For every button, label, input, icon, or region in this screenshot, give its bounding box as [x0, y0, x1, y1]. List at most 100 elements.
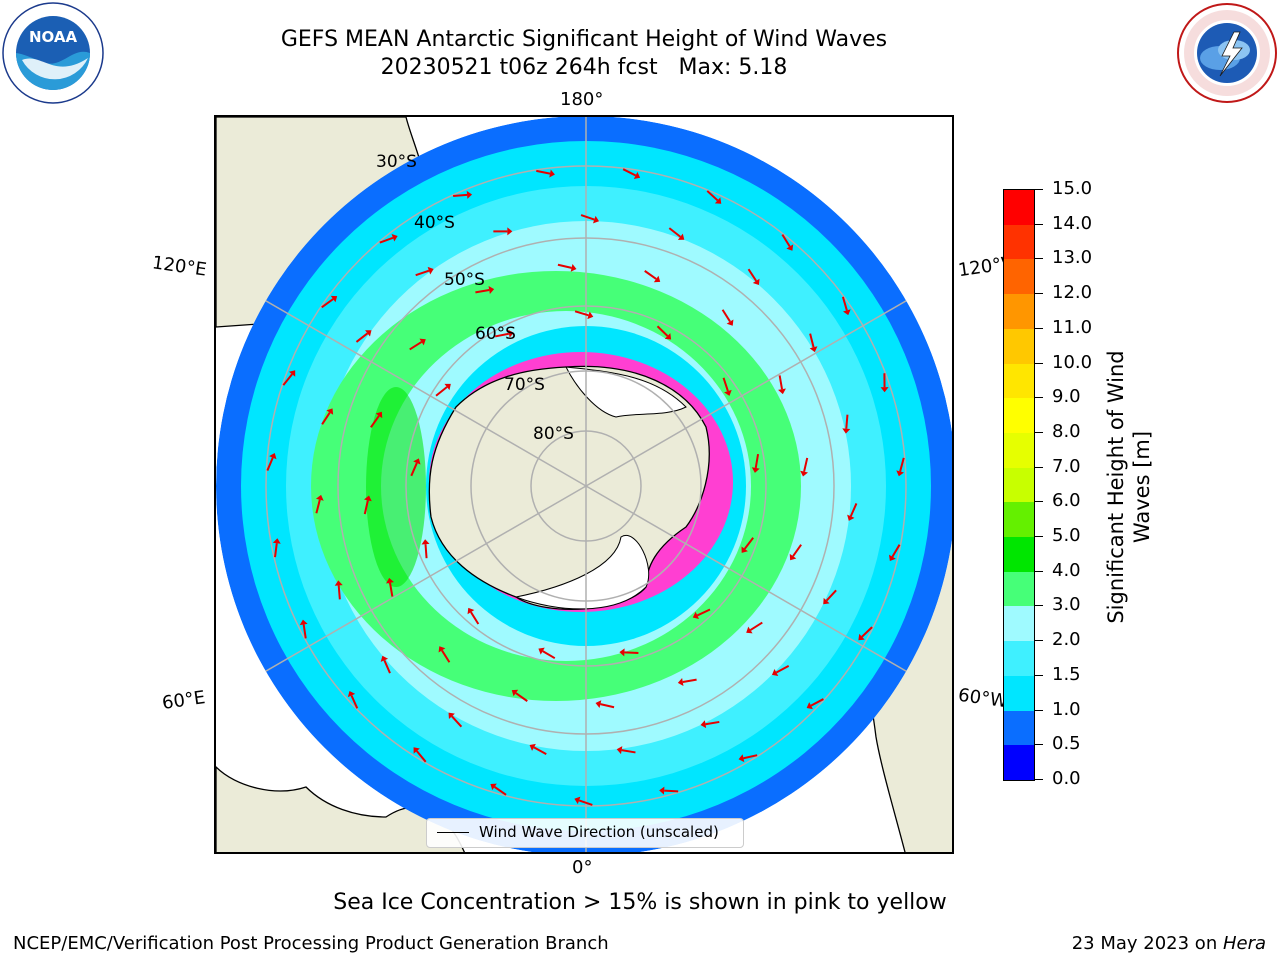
wave-arrow-head	[549, 169, 555, 178]
wave-arrow	[682, 678, 697, 683]
wave-arrow	[696, 608, 711, 617]
wave-arrow	[578, 799, 593, 806]
lat-label-80s: 80°S	[533, 424, 574, 444]
colorbar-tick-mark	[1035, 709, 1043, 711]
wave-arrow-head	[714, 197, 722, 204]
wave-arrow-head	[789, 553, 797, 561]
colorbar-tick-mark	[1035, 223, 1043, 225]
wave-arrow-head	[375, 411, 383, 419]
wave-arrow	[415, 750, 427, 763]
colorbar-segment	[1004, 467, 1034, 503]
wave-arrow	[721, 309, 731, 323]
footer-date: 23 May 2023 on Hera	[1072, 933, 1266, 954]
wave-arrow	[424, 544, 428, 559]
lat-label-30s: 30°S	[376, 152, 417, 172]
wave-arrow-head	[413, 458, 421, 465]
wave-arrow-head	[269, 453, 277, 460]
wave-arrow	[845, 414, 849, 429]
wave-arrow	[321, 298, 334, 309]
wave-arrow	[533, 746, 547, 755]
wave-arrow-head	[809, 346, 818, 353]
wave-arrow-head	[570, 263, 577, 272]
colorbar-title-line2: Waves [m]	[1130, 430, 1154, 544]
wave-arrow-head	[847, 514, 855, 521]
wave-arrow-head	[806, 702, 813, 710]
wave-arrow-head	[444, 383, 451, 391]
colorbar-segment	[1004, 224, 1034, 260]
noaa-logo-text: NOAA	[29, 28, 78, 46]
wave-arrow-head	[427, 266, 434, 275]
colorbar-tick-mark	[1035, 327, 1043, 329]
wave-arrow	[809, 333, 815, 348]
colorbar-segment	[1004, 190, 1034, 225]
wave-arrow-head	[380, 655, 389, 662]
wave-arrow-head	[438, 646, 446, 653]
lon-label-0: 0°	[572, 857, 593, 878]
colorbar-segment	[1004, 398, 1034, 433]
wave-arrow	[743, 754, 758, 760]
footer-branch: NCEP/EMC/Verification Post Processing Pr…	[13, 933, 609, 954]
wave-arrow-head	[330, 295, 338, 303]
colorbar-tick-label: 13.0	[1052, 247, 1093, 269]
wave-arrow	[656, 325, 669, 337]
wave-arrow	[363, 500, 369, 515]
wave-arrow-head	[858, 633, 865, 641]
wave-arrow	[775, 664, 790, 674]
colorbar-tick-label: 2.0	[1052, 629, 1081, 651]
wave-arrow-head	[842, 428, 851, 434]
colorbar-tick-mark	[1035, 431, 1043, 433]
colorbar-tick-label: 0.5	[1052, 733, 1081, 755]
wave-arrow	[475, 289, 490, 294]
colorbar-tick-mark	[1035, 501, 1043, 503]
wave-arrow	[355, 332, 369, 343]
colorbar-tick-mark	[1035, 640, 1043, 642]
wave-arrow-head	[466, 190, 473, 199]
wave-arrow	[494, 332, 510, 338]
wave-arrow	[302, 624, 307, 639]
wave-arrow	[664, 789, 679, 793]
colorbar-tick-label: 12.0	[1052, 282, 1093, 304]
wave-arrow-head	[842, 309, 851, 316]
colorbar-tick-mark	[1035, 674, 1043, 676]
wave-arrow	[749, 621, 763, 631]
wave-arrow	[781, 234, 791, 248]
wave-arrow-head	[692, 611, 700, 620]
wave-arrow-head	[592, 215, 600, 224]
lat-label-70s: 70°S	[504, 375, 545, 395]
colorbar-segment	[1004, 294, 1034, 329]
wave-arrow-head	[467, 607, 475, 615]
wave-arrow-head	[334, 580, 343, 586]
wave-arrow-head	[508, 329, 514, 338]
wave-arrow-head	[896, 470, 905, 477]
colorbar	[1003, 189, 1035, 781]
legend-label: Wind Wave Direction (unscaled)	[479, 823, 719, 841]
colorbar-segment	[1004, 432, 1034, 468]
colorbar-tick-mark	[1035, 744, 1043, 746]
wave-arrow-head	[751, 467, 760, 473]
wave-arrow	[282, 373, 293, 386]
wave-arrow-head	[574, 796, 581, 805]
wave-arrow	[810, 698, 824, 707]
wave-arrow	[266, 457, 274, 471]
wave-arrow-head	[664, 333, 672, 340]
colorbar-tick-label: 1.0	[1052, 698, 1081, 720]
wave-arrow	[891, 544, 901, 558]
map-legend: Wind Wave Direction (unscaled)	[426, 818, 744, 848]
wave-arrow	[410, 462, 418, 477]
wave-arrow	[574, 310, 589, 317]
colorbar-segment	[1004, 745, 1034, 780]
chart-title: GEFS MEAN Antarctic Significant Height o…	[280, 27, 888, 52]
wave-arrow-head	[880, 387, 889, 393]
colorbar-tick-mark	[1035, 536, 1043, 538]
wave-arrow-head	[700, 720, 707, 729]
wave-arrow	[668, 227, 681, 238]
wave-arrow	[415, 269, 430, 277]
wave-arrow	[861, 626, 873, 638]
wave-arrow-head	[587, 311, 594, 320]
wave-arrow	[470, 611, 480, 625]
lon-label-180: 180°	[560, 89, 604, 110]
wave-arrow-head	[365, 330, 372, 337]
wave-arrow-head	[413, 747, 420, 754]
graticule	[216, 117, 952, 852]
wave-arrow-head	[326, 408, 334, 415]
